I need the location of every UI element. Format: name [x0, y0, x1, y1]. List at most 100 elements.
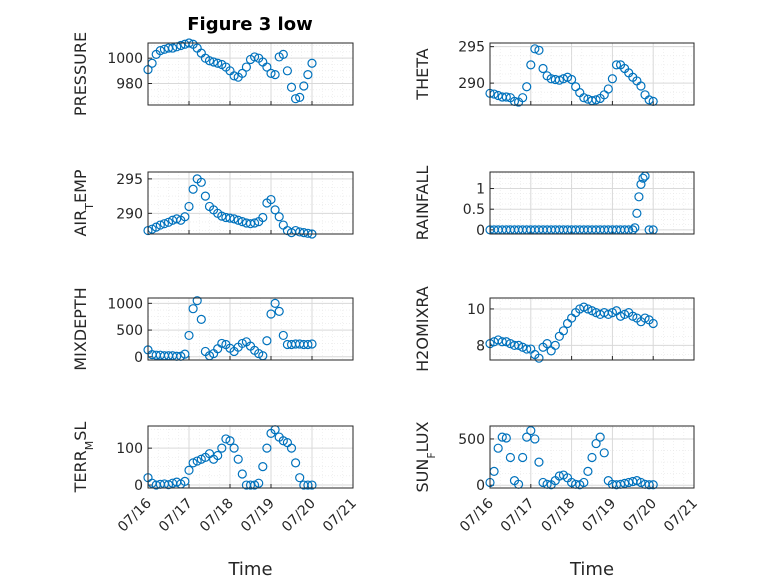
data-point	[636, 179, 646, 189]
data-point	[233, 215, 243, 225]
data-point	[644, 95, 654, 105]
panel-theta: 290 295 THETA	[413, 40, 695, 107]
data-point	[607, 74, 618, 84]
data-point	[295, 473, 305, 483]
data-point	[648, 318, 658, 329]
data-point	[603, 84, 613, 94]
data-point	[196, 177, 206, 187]
data-point	[587, 452, 597, 463]
y-tick-label: 0	[476, 223, 485, 239]
data-point	[188, 304, 198, 314]
y-tick-label: 0	[476, 478, 485, 494]
axes-box	[489, 425, 695, 489]
data-point	[628, 311, 638, 321]
data-point	[534, 353, 544, 363]
data-point	[270, 70, 280, 80]
data-point	[180, 349, 190, 359]
data-point	[634, 192, 644, 202]
y-axis-label: PRESSURE	[71, 32, 90, 116]
data-point	[229, 443, 239, 453]
data-point	[196, 314, 206, 324]
data-point	[192, 296, 202, 306]
x-axis-label: Time	[569, 559, 614, 580]
y-tick-label: 290	[116, 206, 143, 222]
data-point	[632, 208, 642, 218]
data-point	[307, 58, 317, 68]
data-point	[505, 452, 515, 463]
data-point	[579, 302, 589, 312]
data-point	[286, 443, 297, 453]
data-point	[591, 95, 601, 105]
data-point	[250, 52, 260, 62]
y-axis-label: SUNFLUX	[413, 421, 438, 492]
data-point	[286, 82, 297, 92]
data-point	[200, 191, 210, 201]
data-point	[188, 184, 198, 194]
data-point	[603, 309, 613, 320]
data-point	[615, 311, 626, 321]
data-point	[262, 336, 272, 346]
data-point	[566, 74, 577, 85]
data-point	[270, 298, 280, 308]
data-point	[591, 438, 601, 449]
data-point	[636, 81, 646, 91]
data-point	[638, 173, 648, 183]
y-axis-label: H2OMIXRA	[413, 286, 432, 372]
data-point	[168, 43, 178, 53]
data-point	[303, 480, 313, 490]
y-tick-label: 295	[458, 40, 485, 56]
data-point	[595, 432, 605, 442]
data-point	[534, 45, 544, 55]
data-point	[266, 194, 276, 205]
y-tick-label: 1	[476, 182, 485, 198]
y-tick-label: 0.5	[463, 202, 485, 218]
data-point	[558, 326, 569, 336]
data-point	[237, 217, 247, 227]
data-point	[538, 63, 548, 74]
data-point	[274, 212, 284, 222]
data-point	[180, 212, 190, 222]
axes-box	[489, 297, 695, 361]
x-tick-label: 07/16	[115, 495, 155, 535]
data-point	[501, 433, 511, 443]
y-tick-label: 10	[467, 302, 485, 318]
x-tick-label: 07/19	[579, 496, 619, 536]
data-point	[526, 426, 536, 436]
data-point	[213, 450, 223, 461]
data-point	[278, 436, 288, 446]
data-point	[566, 477, 577, 488]
y-axis-label: THETA	[413, 48, 432, 100]
y-tick-label: 980	[116, 76, 143, 92]
data-point	[640, 313, 650, 323]
data-point	[176, 40, 186, 51]
data-point	[217, 338, 227, 349]
y-axis-label: RAINFALL	[413, 166, 432, 241]
data-point	[217, 211, 227, 221]
y-tick-label: 100	[116, 441, 143, 457]
y-tick-label: 1000	[107, 296, 143, 312]
data-point	[501, 337, 511, 347]
data-point	[237, 68, 247, 78]
y-tick-label: 500	[116, 323, 143, 339]
axes-box	[489, 42, 695, 106]
data-point	[180, 476, 190, 486]
panel-rainfall: 0 0.5 1 RAINFALL	[413, 166, 695, 241]
data-point	[270, 205, 280, 215]
data-point	[184, 201, 194, 212]
x-tick-label: 07/21	[320, 496, 360, 536]
data-point	[155, 45, 165, 56]
data-point	[196, 454, 206, 464]
data-point	[518, 452, 528, 463]
data-point	[278, 330, 288, 341]
data-point	[282, 66, 292, 76]
x-tick-label: 07/17	[498, 496, 538, 536]
data-point	[237, 469, 247, 479]
data-point	[630, 223, 640, 233]
data-point	[278, 49, 288, 59]
x-tick-label: 07/19	[238, 496, 278, 536]
panel-h2omixra: 8 10 H2OMIXRA	[413, 286, 695, 372]
data-point	[291, 94, 301, 104]
axes-box	[489, 171, 695, 235]
data-point	[522, 344, 532, 354]
